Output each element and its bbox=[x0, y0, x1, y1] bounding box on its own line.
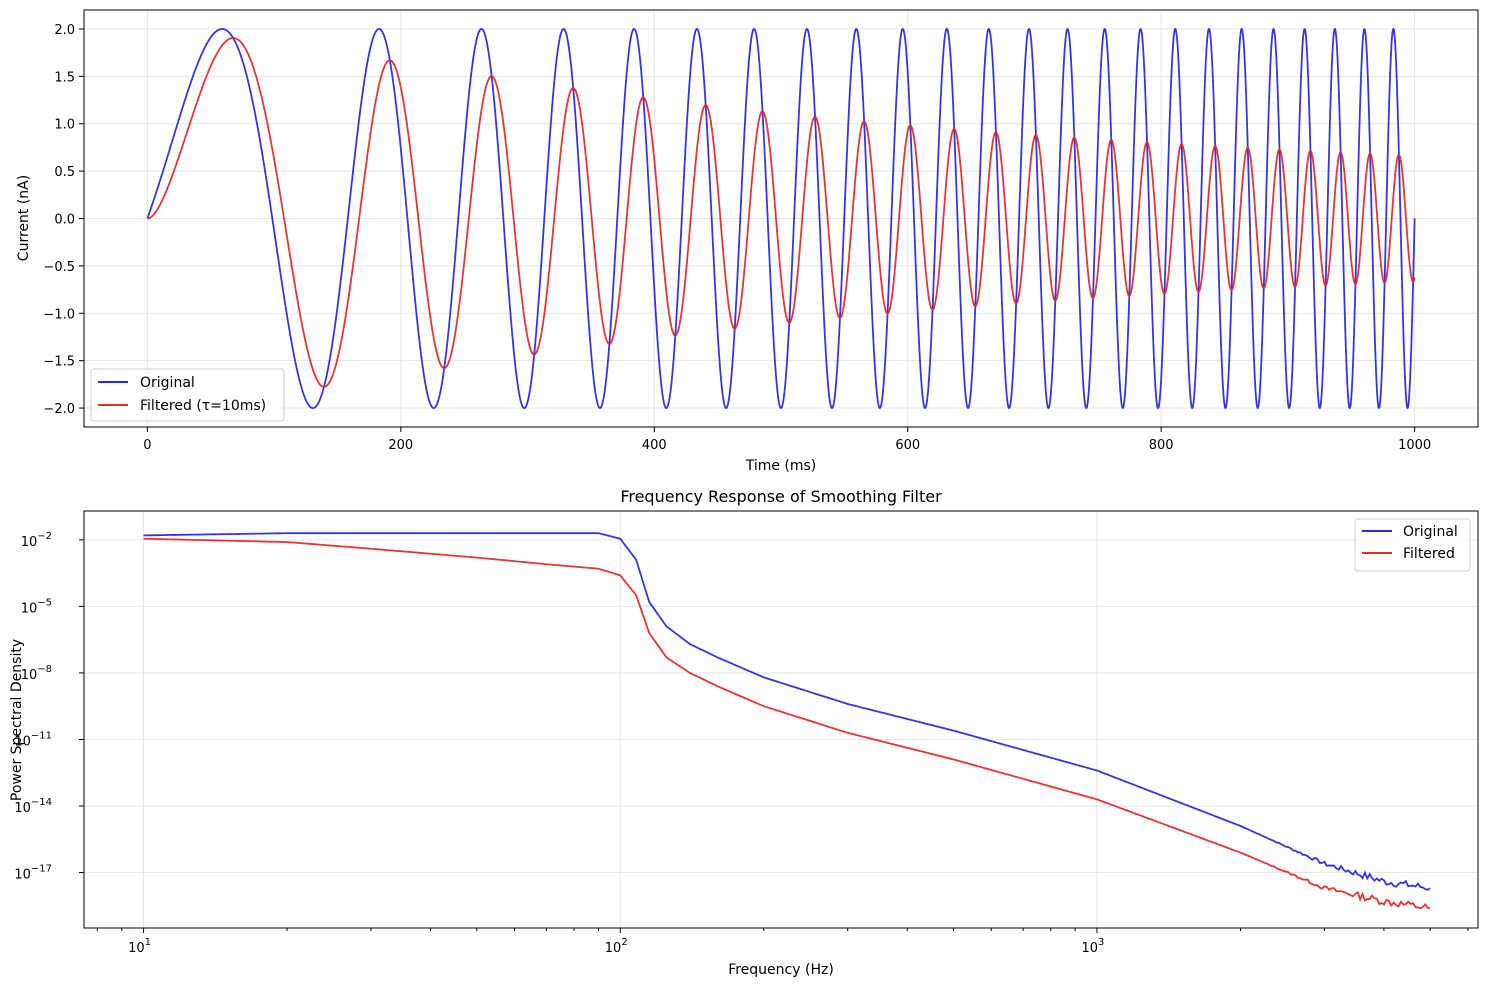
time-domain-ylabel: Current (nA) bbox=[16, 175, 32, 261]
y-tick-exponent: −5 bbox=[37, 597, 52, 608]
x-tick-label: 1000 bbox=[1398, 438, 1431, 453]
psd-line-filtered bbox=[143, 537, 1431, 910]
frequency-frame bbox=[83, 510, 1479, 929]
time-domain-grid bbox=[84, 10, 1478, 427]
x-tick-label: 102 bbox=[605, 937, 628, 956]
x-tick-label: 101 bbox=[128, 937, 151, 956]
frequency-legend: Original Filtered bbox=[1354, 518, 1471, 572]
y-tick-label: 2.0 bbox=[54, 23, 75, 38]
legend-label-original: Original bbox=[140, 375, 195, 391]
x-tick-exponent: 1 bbox=[145, 937, 151, 948]
legend-label-filtered: Filtered (τ=10ms) bbox=[140, 398, 266, 414]
legend-label-filtered-psd: Filtered bbox=[1403, 546, 1455, 562]
frequency-panel: Frequency Response of Smoothing Filter 1… bbox=[9, 487, 1479, 978]
y-tick-label: 1.0 bbox=[54, 118, 75, 133]
frequency-ylabel: Power Spectral Density bbox=[9, 639, 25, 801]
y-tick-label: 10−2 bbox=[21, 531, 52, 550]
series-line-filtered bbox=[147, 37, 1416, 388]
x-tick-exponent: 2 bbox=[621, 937, 627, 948]
legend-label-original-psd: Original bbox=[1403, 524, 1458, 540]
x-tick-label: 103 bbox=[1081, 937, 1104, 956]
frequency-xlabel: Frequency (Hz) bbox=[728, 962, 834, 978]
psd-line-original bbox=[143, 532, 1431, 891]
x-tick-label: 400 bbox=[642, 438, 667, 453]
x-tick-label: 800 bbox=[1149, 438, 1174, 453]
time-domain-panel: 0 200 400 600 800 1000 2.0 1.5 1.0 0.5 0.0 −0.5 −1.0… bbox=[16, 9, 1479, 474]
y-tick-label: −0.5 bbox=[43, 260, 75, 275]
y-tick-label: −1.5 bbox=[43, 355, 75, 370]
x-tick-label: 600 bbox=[895, 438, 920, 453]
y-tick-label: 10−17 bbox=[14, 864, 52, 883]
x-tick-label: 0 bbox=[143, 438, 151, 453]
frequency-series bbox=[143, 532, 1431, 910]
y-tick-label: 0.5 bbox=[54, 165, 75, 180]
y-tick-label: 10−5 bbox=[21, 597, 52, 616]
y-tick-label: 1.5 bbox=[54, 70, 75, 85]
time-domain-ticks: 0 200 400 600 800 1000 2.0 1.5 1.0 0.5 0.0 −0.5 −1.0… bbox=[43, 23, 1431, 453]
y-tick-label: −2.0 bbox=[43, 402, 75, 417]
time-domain-series bbox=[146, 27, 1416, 410]
y-tick-exponent: −2 bbox=[37, 531, 52, 542]
time-domain-xlabel: Time (ms) bbox=[745, 458, 817, 474]
x-tick-label: 200 bbox=[388, 438, 413, 453]
frequency-title: Frequency Response of Smoothing Filter bbox=[620, 487, 942, 506]
y-tick-exponent: −14 bbox=[31, 797, 52, 808]
series-line-original bbox=[146, 27, 1416, 410]
time-domain-legend-box bbox=[90, 368, 285, 422]
y-tick-label: 0.0 bbox=[54, 213, 75, 228]
x-tick-exponent: 3 bbox=[1098, 937, 1104, 948]
y-tick-exponent: −8 bbox=[37, 664, 52, 675]
y-tick-exponent: −17 bbox=[31, 864, 52, 875]
y-tick-exponent: −11 bbox=[31, 730, 52, 741]
y-tick-label: 10−8 bbox=[21, 664, 52, 683]
y-tick-label: −1.0 bbox=[43, 307, 75, 322]
frequency-grid bbox=[84, 511, 1478, 928]
time-domain-legend: Original Filtered (τ=10ms) bbox=[90, 368, 285, 422]
